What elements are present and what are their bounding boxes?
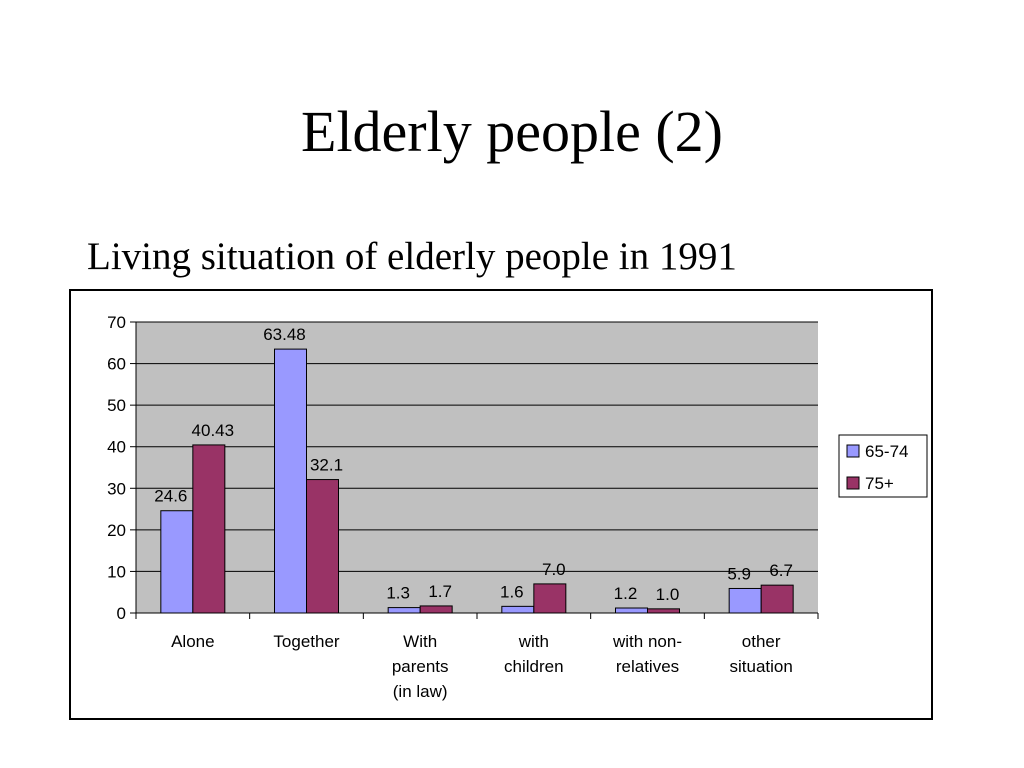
x-tick-label-line: relatives xyxy=(616,657,679,676)
x-tick-label-line: with non- xyxy=(612,632,682,651)
bar-75 xyxy=(533,583,567,614)
bar-6574 xyxy=(615,607,648,614)
legend-swatch xyxy=(846,444,860,458)
y-tick-label: 40 xyxy=(107,438,126,457)
data-label: 40.43 xyxy=(192,421,235,440)
legend-label: 75+ xyxy=(865,474,894,493)
bar-75 xyxy=(419,605,453,614)
data-label: 6.7 xyxy=(769,561,793,580)
data-label: 1.2 xyxy=(614,584,638,603)
bar-75 xyxy=(306,479,339,614)
bar-75 xyxy=(647,608,680,614)
legend-swatch xyxy=(846,476,860,490)
y-tick-label: 10 xyxy=(107,562,126,581)
bar-6574 xyxy=(387,607,421,614)
x-tick-label-line: With xyxy=(403,632,437,651)
data-label: 1.0 xyxy=(656,585,680,604)
legend-label: 65-74 xyxy=(865,442,908,461)
data-label: 63.48 xyxy=(263,325,306,344)
x-tick-label-line: situation xyxy=(730,657,793,676)
x-tick-label: With parents (in law) xyxy=(392,632,449,701)
bar-chart: 0 10 20 30 40 50 60 70 24.6 40.43 Alone 63.48 32.1 To… xyxy=(107,313,928,701)
x-tick-label-line: other xyxy=(742,632,781,651)
bar-75 xyxy=(760,584,794,614)
x-tick-label: other situation xyxy=(730,632,793,676)
data-label: 24.6 xyxy=(154,487,187,506)
x-tick-label: Together xyxy=(273,632,339,651)
y-tick-label: 30 xyxy=(107,479,126,498)
data-label: 5.9 xyxy=(727,564,751,583)
x-tick-label-line: with xyxy=(518,632,549,651)
x-tick-label-line: Alone xyxy=(171,632,214,651)
y-tick-label: 50 xyxy=(107,396,126,415)
slide-subtitle: Living situation of elderly people in 19… xyxy=(87,235,737,278)
chart-frame: 0 10 20 30 40 50 60 70 24.6 40.43 Alone 63.48 32.1 To… xyxy=(69,289,933,720)
bar-6574 xyxy=(501,605,535,614)
bar-6574 xyxy=(728,587,762,614)
data-label: 32.1 xyxy=(310,456,343,475)
y-tick-label: 60 xyxy=(107,355,126,374)
slide-title: Elderly people (2) xyxy=(301,99,723,164)
y-tick-label: 20 xyxy=(107,521,126,540)
x-tick-label-line: Together xyxy=(273,632,339,651)
x-tick-label: with children xyxy=(504,632,564,676)
data-label: 7.0 xyxy=(542,560,566,579)
x-tick-label-line: parents xyxy=(392,657,449,676)
bar-75 xyxy=(192,444,226,614)
data-label: 1.3 xyxy=(386,584,410,603)
data-label: 1.7 xyxy=(428,582,452,601)
bar-6574 xyxy=(274,348,307,614)
bar-6574 xyxy=(160,510,194,614)
plot-area xyxy=(136,322,818,613)
y-tick-label: 0 xyxy=(117,604,126,623)
x-tick-label-line: children xyxy=(504,657,564,676)
x-tick-label-line: (in law) xyxy=(393,682,448,701)
x-tick-label: Alone xyxy=(171,632,214,651)
x-tick-label: with non-relatives xyxy=(612,632,682,676)
y-tick-label: 70 xyxy=(107,313,126,332)
data-label: 1.6 xyxy=(500,582,524,601)
